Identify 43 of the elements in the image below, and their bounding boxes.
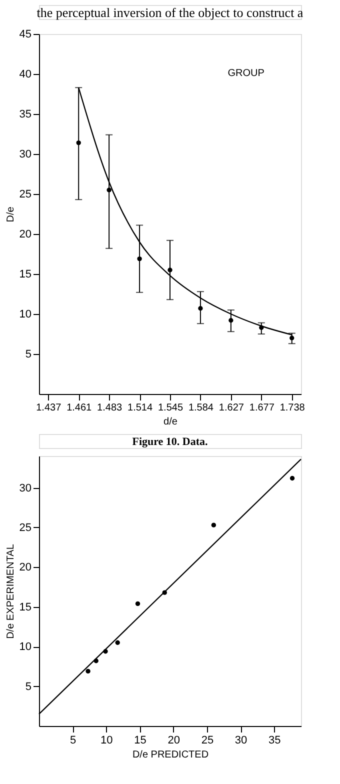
- x-tick-label: 5: [70, 734, 76, 746]
- x-tick-label: 1.514: [128, 402, 153, 414]
- y-tick-label: 20: [19, 562, 32, 574]
- point: [135, 601, 140, 606]
- x-tick-label: 1.738: [280, 402, 306, 414]
- y-tick-label: 35: [19, 108, 32, 120]
- y-tick-label: 10: [19, 641, 32, 654]
- caption: Figure 10. Data.: [132, 436, 208, 448]
- point: [290, 476, 295, 481]
- y-tick-label: 15: [19, 601, 32, 614]
- x-tick-label: 10: [100, 734, 113, 746]
- y-tick-label: 20: [19, 228, 32, 240]
- x-tick-label: 1.627: [218, 402, 244, 414]
- y-tick-label: 10: [19, 308, 32, 320]
- point: [211, 522, 216, 528]
- y-axis-title: D/e: [5, 206, 16, 222]
- x-tick-label: 20: [168, 734, 180, 746]
- x-tick-label: 1.483: [97, 402, 123, 414]
- point: [115, 640, 120, 645]
- y-tick-label: 25: [19, 188, 32, 200]
- x-tick-label: 35: [268, 734, 281, 746]
- x-tick-label: 1.677: [249, 402, 275, 414]
- y-tick-label: 15: [19, 268, 32, 280]
- x-axis-title: d/e: [164, 416, 178, 428]
- y-tick-label: 30: [19, 148, 32, 160]
- text: GROUP: [228, 68, 265, 79]
- y-tick-label: 5: [25, 680, 32, 693]
- x-tick-label: 1.461: [66, 402, 92, 414]
- x-tick-label: 15: [134, 734, 146, 746]
- x-tick-label: 1.545: [158, 402, 184, 414]
- y-tick-label: 5: [25, 348, 32, 360]
- text: the perceptual inversion of the object to construct a: [36, 5, 304, 20]
- x-tick-label: 25: [201, 734, 214, 746]
- x-axis-title: D/e PREDICTED: [132, 750, 209, 760]
- y-tick-label: 45: [19, 28, 32, 40]
- y-tick-label: 30: [19, 482, 32, 494]
- x-tick-label: 1.584: [188, 402, 214, 414]
- x-tick-label: 1.437: [36, 402, 62, 414]
- x-tick-label: 30: [234, 734, 248, 746]
- point: [86, 668, 90, 674]
- y-axis-title: D/e EXPERIMENTAL: [5, 544, 16, 639]
- y-tick-label: 40: [19, 68, 32, 80]
- y-tick-label: 25: [19, 522, 32, 534]
